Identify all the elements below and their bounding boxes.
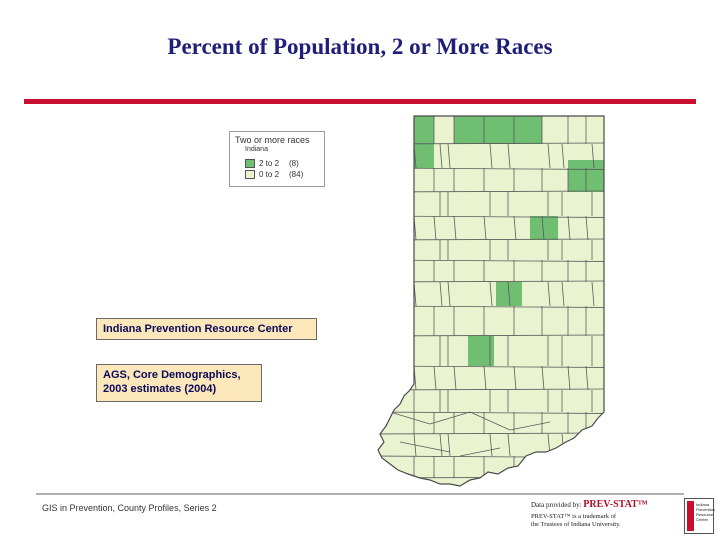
source-org-text: Indiana Prevention Resource Center (103, 323, 293, 335)
credit-prefix: Data provided by: (531, 501, 582, 509)
indiana-county-map (377, 115, 605, 487)
state-outline (377, 115, 605, 487)
data-source-line: AGS, Core Demographics, (103, 369, 241, 381)
legend-subtitle: Indiana (245, 146, 268, 153)
page-title: Percent of Population, 2 or More Races (167, 34, 553, 59)
legend-label: 2 to 2 (259, 159, 280, 168)
source-org-box: Indiana Prevention Resource Center (96, 318, 317, 340)
legend-title: Two or more races (235, 135, 310, 145)
data-source-box: AGS, Core Demographics, 2003 estimates (… (96, 364, 262, 402)
logo-text: Center (696, 517, 709, 522)
data-credit: Data provided by: PREV-STAT™ PREV-STAT™ … (531, 499, 681, 529)
legend-item-high: 2 to 2 (8) (245, 159, 299, 168)
footer-divider (36, 493, 684, 495)
trademark-line: the Trustees of Indiana University. (531, 521, 621, 528)
map-legend: Two or more races Indiana 2 to 2 (8) 0 t… (229, 131, 325, 187)
trademark-line: PREV-STAT™ is a trademark of (531, 513, 617, 520)
series-caption: GIS in Prevention, County Profiles, Seri… (42, 503, 217, 513)
legend-item-low: 0 to 2 (84) (245, 170, 303, 179)
data-source-line: 2003 estimates (2004) (103, 383, 217, 395)
logo-text: Resource (696, 512, 714, 517)
title-divider (24, 99, 696, 104)
logo-text: Prevention (696, 507, 716, 512)
legend-count: (8) (289, 159, 299, 168)
legend-swatch-low (245, 170, 255, 179)
irpc-logo: Indiana Prevention Resource Center (684, 498, 716, 534)
legend-count: (84) (289, 170, 304, 179)
legend-label: 0 to 2 (259, 170, 280, 179)
logo-text: Indiana (696, 502, 710, 507)
indiana-silhouette-icon (687, 501, 694, 531)
high-percent-counties (414, 116, 604, 366)
legend-swatch-high (245, 159, 255, 168)
prev-stat-brand: PREV-STAT™ (583, 499, 648, 510)
